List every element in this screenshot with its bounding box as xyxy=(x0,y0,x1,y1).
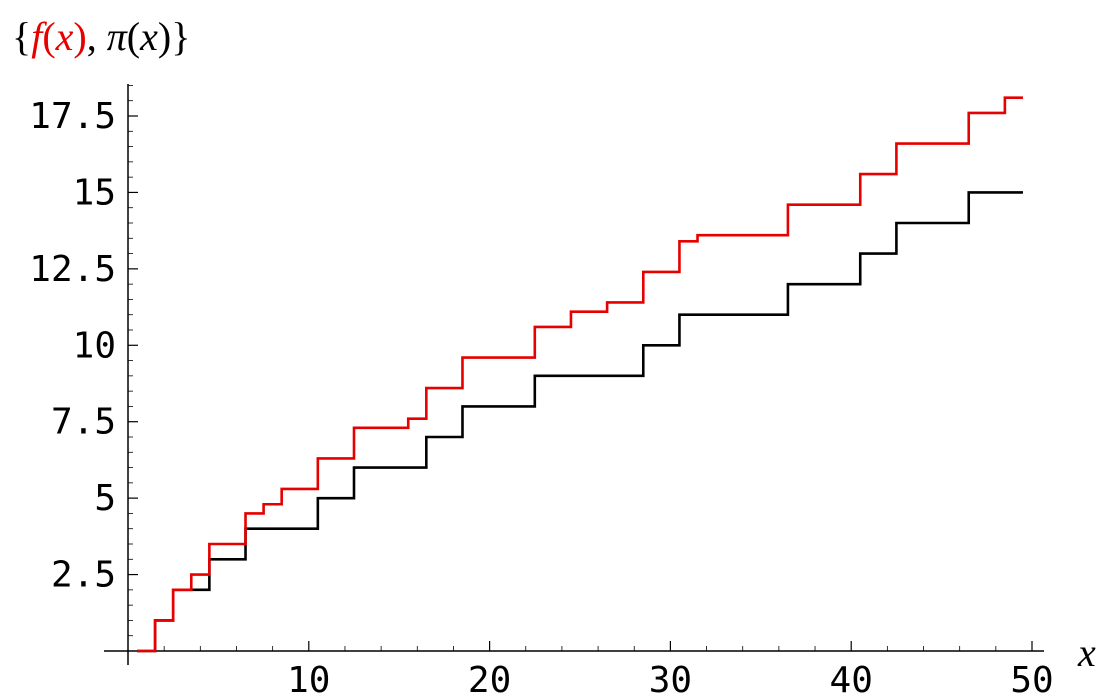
title-pi-open: ( xyxy=(127,14,140,59)
chart-title: {f(x), π(x)} xyxy=(12,14,190,59)
x-axis-label: x xyxy=(1077,630,1096,675)
x-tick-labels: 10 20 30 40 50 xyxy=(287,660,1054,698)
title-f-var: x xyxy=(55,14,74,59)
y-tick-label: 10 xyxy=(73,325,116,366)
y-ticks xyxy=(128,85,138,637)
x-tick-label: 10 xyxy=(287,660,330,698)
y-tick-label: 17.5 xyxy=(29,96,116,137)
x-tick-label: 40 xyxy=(830,660,873,698)
y-tick-label: 2.5 xyxy=(51,555,116,596)
title-pi-close: ) xyxy=(158,14,171,59)
title-pi-var: x xyxy=(139,14,158,59)
title-suffix: } xyxy=(171,14,190,59)
title-prefix: { xyxy=(12,14,31,59)
x-tick-label: 20 xyxy=(468,660,511,698)
series-group xyxy=(137,96,1023,653)
title-f-open: ( xyxy=(42,14,55,59)
y-tick-label: 15 xyxy=(73,172,116,213)
y-tick-label: 7.5 xyxy=(51,402,116,443)
title-f-close: ) xyxy=(73,14,86,59)
x-ticks xyxy=(163,641,1033,651)
pi-series-line xyxy=(137,191,1023,653)
y-tick-label: 5 xyxy=(94,478,116,519)
y-tick-labels: 2.5 5 7.5 10 12.5 15 17.5 xyxy=(29,96,116,596)
title-pi: π xyxy=(107,14,128,59)
title-separator: , xyxy=(87,14,107,59)
x-tick-label: 50 xyxy=(1010,660,1053,698)
f-series-line xyxy=(137,96,1023,653)
x-tick-label: 30 xyxy=(649,660,692,698)
y-tick-label: 12.5 xyxy=(29,249,116,290)
